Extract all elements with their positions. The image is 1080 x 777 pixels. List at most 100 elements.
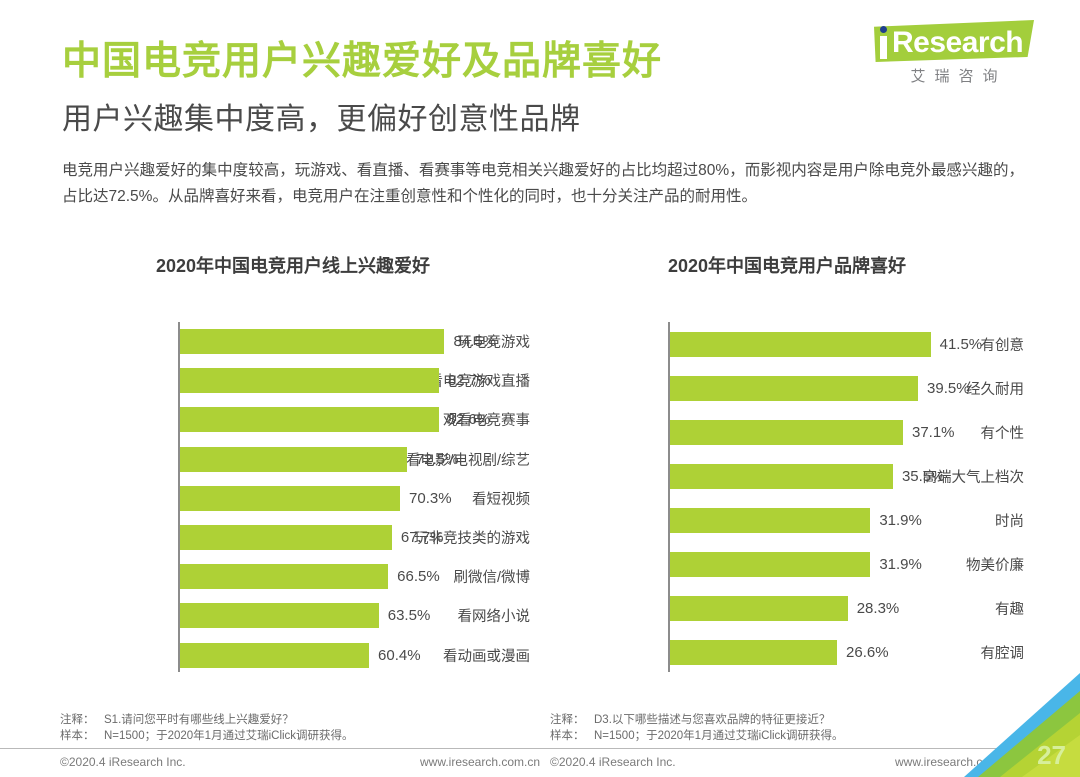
bar: [670, 375, 919, 401]
bar: [180, 525, 392, 551]
bar: [180, 446, 407, 472]
bar-category-label: 看电影/电视剧/综艺: [405, 452, 530, 469]
bar: [670, 463, 893, 489]
bar-value-label: 66.5%: [397, 568, 440, 586]
iresearch-logo: Research 艾瑞咨询: [858, 18, 1034, 90]
bar-wrapper: 70.3%: [180, 479, 452, 518]
bar-category-label: 时尚: [995, 513, 1024, 530]
bar-value-label: 35.5%: [901, 467, 945, 485]
y-axis-line: [668, 322, 670, 672]
bar: [180, 407, 439, 433]
bar: [180, 368, 439, 394]
bar-value-label: 82.6%: [447, 411, 491, 429]
footnote-right: 注释： D3.以下哪些描述与您喜欢品牌的特征更接近？ 样本： N=1500；于2…: [550, 712, 1020, 744]
bar-wrapper: 66.5%: [180, 557, 440, 596]
bar-row: 有趣 28.3%: [542, 587, 1032, 631]
bar-row: 看网络小说 63.5%: [48, 596, 538, 635]
bar: [180, 603, 379, 629]
bar-value-label: 28.3%: [856, 600, 900, 618]
bar-wrapper: 31.9%: [670, 498, 922, 542]
bar-value-label: 82.7%: [447, 372, 491, 390]
chart-plot-area: 有创意 41.5% 经久耐用 39.5% 有个性 37.1% 高端大气上档次 35.5% 时尚 3…: [542, 322, 1032, 678]
footnote-note-line: 注释： D3.以下哪些描述与您喜欢品牌的特征更接近？: [550, 712, 1020, 728]
footnote-note-value: S1.请问您平时有哪些线上兴趣爱好？: [104, 714, 294, 726]
bar-value-label: 26.6%: [846, 644, 889, 662]
bar-category-label: 看动画或漫画: [443, 648, 530, 665]
bar-category-label: 看网络小说: [457, 609, 531, 626]
bar-category-label: 高端大气上档次: [922, 469, 1025, 486]
bar-row: 有腔调 26.6%: [542, 631, 1032, 675]
bar: [670, 419, 903, 445]
footnote-sample-value: N=1500；于2020年1月通过艾瑞iClick调研获得。: [594, 730, 844, 742]
bar-wrapper: 84.5%: [180, 322, 496, 361]
bar-value-label: 31.9%: [879, 511, 922, 529]
bar-value-label: 41.5%: [939, 335, 983, 353]
chart-panel-interests: 2020年中国电竞用户线上兴趣爱好 玩电竞游戏 84.5% 观看电竞游戏直播 82.7…: [48, 238, 538, 743]
bar: [670, 507, 871, 533]
bar: [180, 329, 445, 355]
bar-wrapper: 31.9%: [670, 542, 922, 586]
bar-wrapper: 63.5%: [180, 596, 430, 635]
page-title: 中国电竞用户兴趣爱好及品牌喜好: [62, 40, 663, 83]
bar-row: 看电影/电视剧/综艺 72.5%: [48, 440, 538, 479]
page-footer: ©2020.4 iResearch Inc. www.iresearch.com…: [0, 755, 1080, 777]
bar-row: 刷微信/微博 66.5%: [48, 557, 538, 596]
bar-wrapper: 72.5%: [180, 440, 458, 479]
page-number: 27: [1037, 740, 1066, 770]
footnote-sample-value: N=1500；于2020年1月通过艾瑞iClick调研获得。: [104, 730, 354, 742]
chart-panel-brand-preference: 2020年中国电竞用户品牌喜好 有创意 41.5% 经久耐用 39.5% 有个性 37.1…: [542, 238, 1032, 743]
bar-category-label: 玩非竞技类的游戏: [414, 531, 530, 548]
bar: [670, 331, 931, 357]
bar-wrapper: 60.4%: [180, 636, 421, 675]
bar-category-label: 有创意: [980, 337, 1025, 354]
chart-title: 2020年中国电竞用户品牌喜好: [667, 256, 907, 276]
website-url-left[interactable]: www.iresearch.com.cn: [420, 755, 541, 769]
bar-value-label: 60.4%: [378, 646, 421, 664]
page-header: 中国电竞用户兴趣爱好及品牌喜好 用户兴趣集中度高，更偏好创意性品牌 Resear…: [0, 0, 1080, 148]
bottom-divider: [0, 748, 1080, 749]
footnote-sample-key: 样本：: [550, 730, 585, 742]
bar-rows: 玩电竞游戏 84.5% 观看电竞游戏直播 82.7% 观看电竞赛事 82.6% 看电影/电视…: [48, 322, 538, 678]
bar-row: 物美价廉 31.9%: [542, 542, 1032, 586]
bar-category-label: 观看电竞游戏直播: [414, 374, 530, 391]
footnote-sample-line: 样本： N=1500；于2020年1月通过艾瑞iClick调研获得。: [550, 728, 1020, 744]
footnote-note-value: D3.以下哪些描述与您喜欢品牌的特征更接近？: [594, 714, 831, 726]
bar-row: 玩电竞游戏 84.5%: [48, 322, 538, 361]
bar-category-label: 看短视频: [472, 491, 530, 508]
footnote-sample-line: 样本： N=1500；于2020年1月通过艾瑞iClick调研获得。: [60, 728, 530, 744]
corner-shapes-icon: [964, 673, 1080, 777]
bar-value-label: 70.3%: [409, 489, 452, 507]
bar-value-label: 63.5%: [387, 607, 431, 625]
bar-value-label: 39.5%: [927, 379, 970, 397]
bar: [180, 564, 389, 590]
footnote-note-key: 注释：: [60, 714, 95, 726]
bar-value-label: 67.7%: [400, 529, 444, 547]
bar-row: 观看电竞游戏直播 82.7%: [48, 361, 538, 400]
corner-decoration: 27: [960, 673, 1080, 777]
copyright-right: ©2020.4 iResearch Inc.: [550, 755, 676, 769]
intro-paragraph: 电竞用户兴趣爱好的集中度较高，玩游戏、看直播、看赛事等电竞相关兴趣爱好的占比均超…: [62, 162, 1024, 205]
bar-wrapper: 41.5%: [670, 322, 982, 366]
bar: [670, 596, 848, 622]
bar-row: 有个性 37.1%: [542, 410, 1032, 454]
bar-value-label: 84.5%: [453, 333, 497, 351]
footnote-left: 注释： S1.请问您平时有哪些线上兴趣爱好？ 样本： N=1500；于2020年…: [60, 712, 530, 744]
logo-chinese-name: 艾瑞咨询: [910, 68, 1007, 85]
bar-wrapper: 82.6%: [180, 400, 490, 439]
bar-value-label: 37.1%: [911, 423, 955, 441]
copyright-left: ©2020.4 iResearch Inc.: [60, 755, 186, 769]
bar-wrapper: 28.3%: [670, 587, 899, 631]
bar-wrapper: 39.5%: [670, 366, 970, 410]
logo-i-stem-icon: [880, 36, 887, 59]
bar-category-label: 刷微信/微博: [453, 570, 530, 587]
bar-row: 时尚 31.9%: [542, 498, 1032, 542]
bar-wrapper: 82.7%: [180, 361, 490, 400]
bar-row: 高端大气上档次 35.5%: [542, 454, 1032, 498]
chart-title: 2020年中国电竞用户线上兴趣爱好: [155, 256, 431, 276]
bar-category-label: 玩电竞游戏: [457, 335, 531, 352]
bar-category-label: 有趣: [995, 602, 1024, 619]
bar-wrapper: 67.7%: [180, 518, 443, 557]
bar-wrapper: 35.5%: [670, 454, 944, 498]
bar-row: 看短视频 70.3%: [48, 479, 538, 518]
bar-value-label: 72.5%: [415, 450, 459, 468]
